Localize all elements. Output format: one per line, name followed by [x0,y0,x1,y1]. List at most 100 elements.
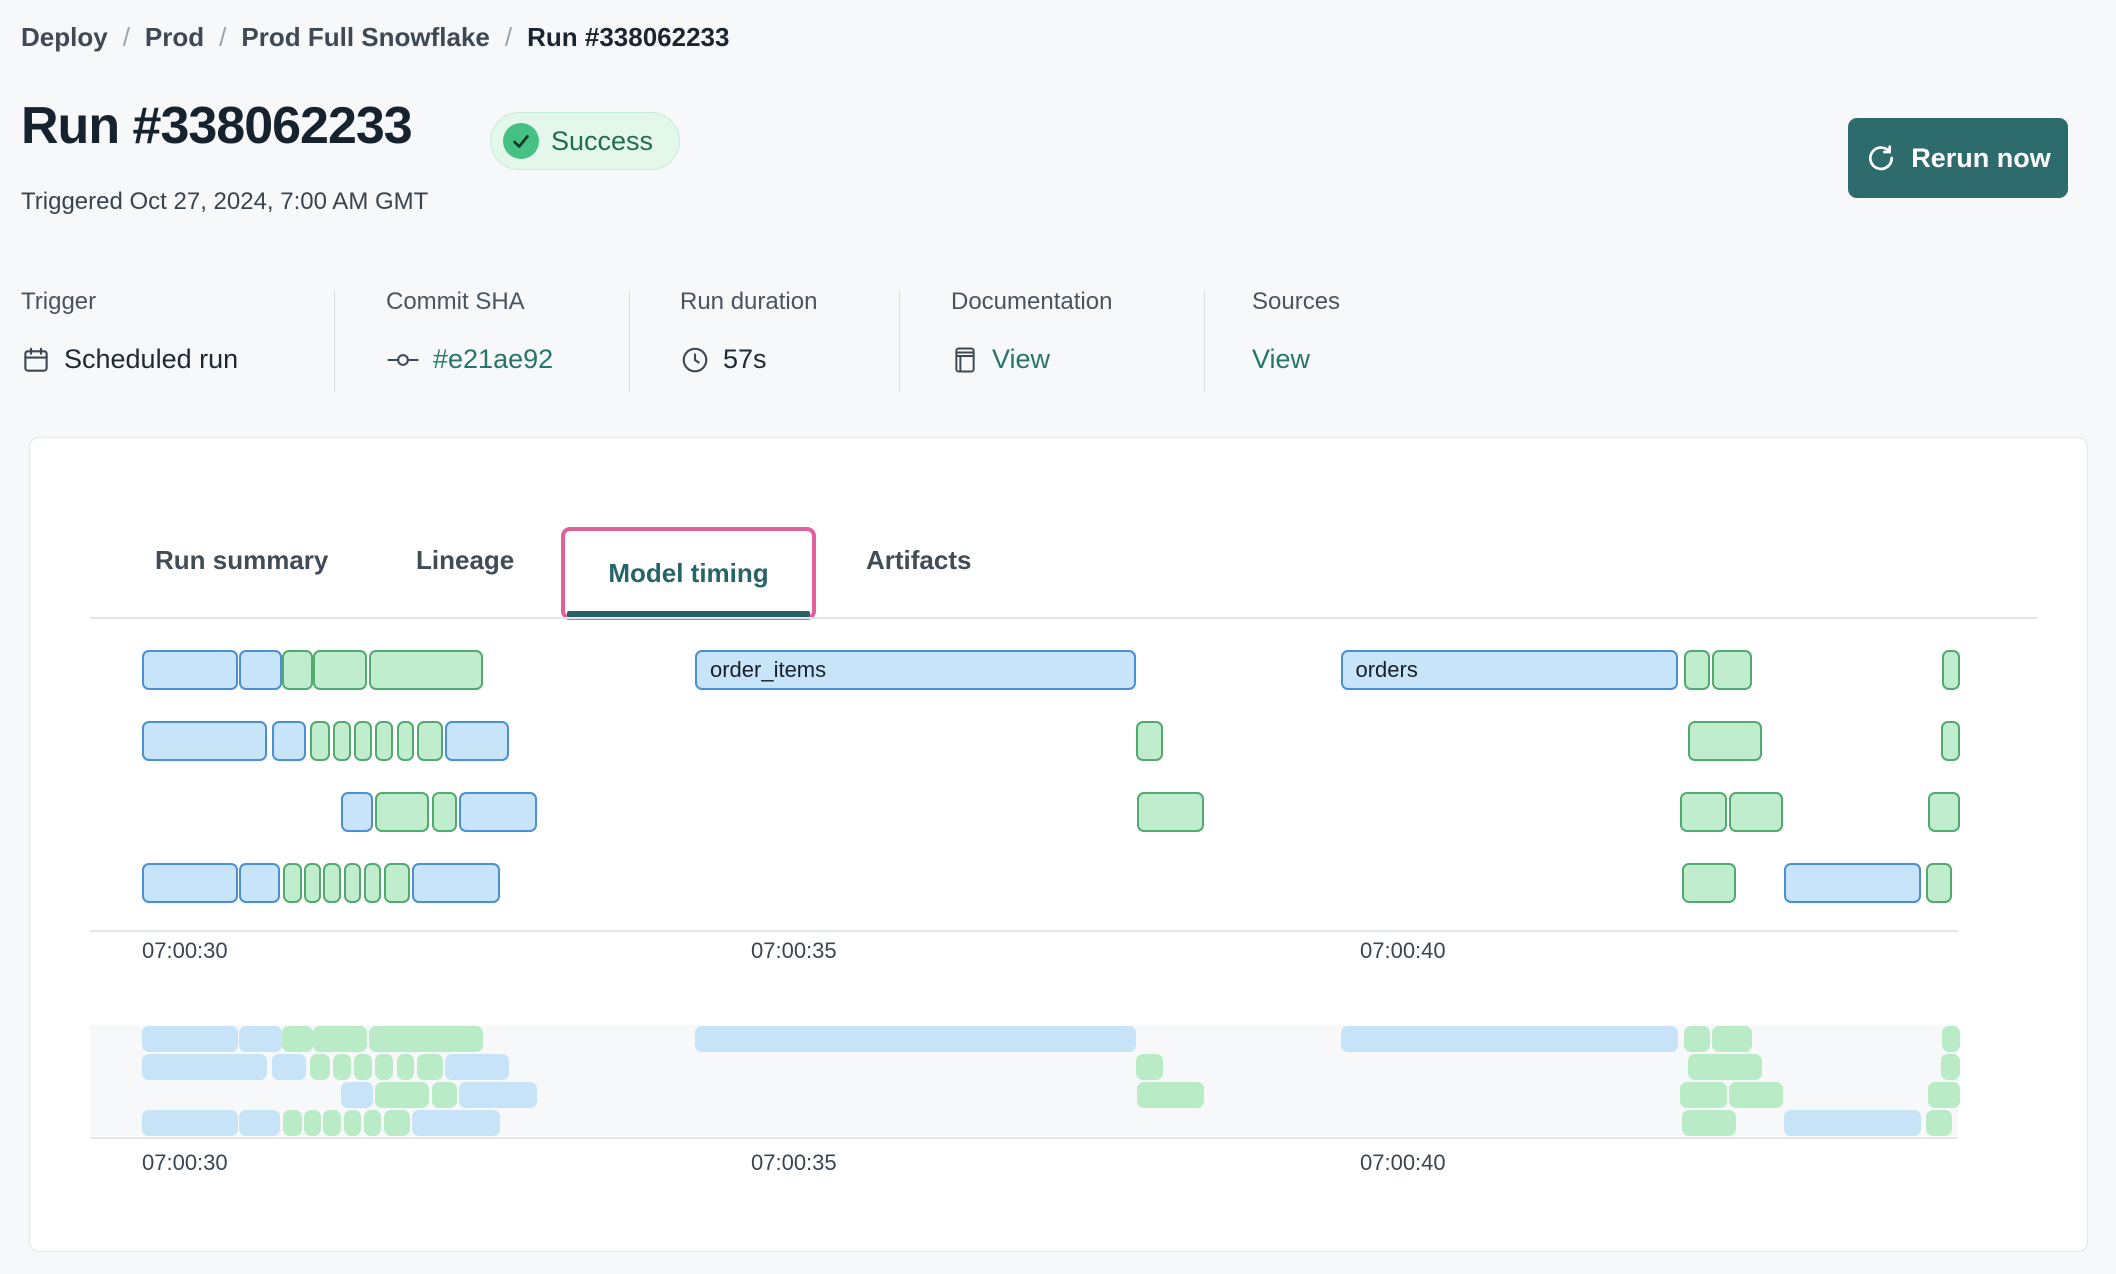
gantt-bar[interactable] [353,721,373,761]
rerun-now-label: Rerun now [1911,142,2051,173]
gantt-bar-orders[interactable]: orders [1340,650,1678,690]
meta-label: Run duration [680,288,818,315]
gantt-bar[interactable] [142,650,239,690]
gantt-bar-label: order_items [709,657,827,682]
gantt-bar[interactable] [310,721,330,761]
gantt-bar[interactable] [1687,721,1762,761]
tab-model-timing[interactable]: Model timing [561,527,816,620]
meta-value: 57s [680,344,817,375]
minimap-bar [412,1110,501,1136]
docs-icon [951,345,979,375]
gantt-bar[interactable] [344,863,362,903]
meta-value-text[interactable]: #e21ae92 [433,344,554,374]
gantt-bar[interactable] [1712,650,1753,690]
gantt-bar[interactable] [417,721,443,761]
minimap-bar [1729,1082,1783,1108]
gantt-bar[interactable] [1926,863,1952,903]
gantt-bar[interactable] [368,650,484,690]
minimap-bar [1683,1026,1710,1052]
minimap-bar [694,1026,1136,1052]
status-badge: Success [490,112,681,170]
minimap-bar [142,1026,239,1052]
meta-value-text[interactable]: View [1252,344,1311,374]
minimap-bar [1926,1110,1952,1136]
rerun-now-button[interactable]: Rerun now [1848,118,2068,198]
meta-value[interactable]: View [1252,344,1340,375]
gantt-bar[interactable] [239,863,280,903]
timeline-minimap[interactable] [90,1025,1961,1136]
gantt-bar[interactable] [384,863,410,903]
gantt-bar[interactable] [142,863,239,903]
minimap-bar [445,1054,509,1080]
minimap-bar [340,1082,374,1108]
tab-run-summary[interactable]: Run summary [155,545,329,575]
gantt-bar[interactable] [1680,792,1727,832]
gantt-bar[interactable] [374,792,430,832]
meta-divider [629,290,630,392]
gantt-bar[interactable] [1927,792,1961,832]
gantt-bar[interactable] [323,863,341,903]
breadcrumb-item-0[interactable]: Deploy [21,22,108,52]
minimap-bar [282,1026,313,1052]
minimap-bar [1783,1110,1922,1136]
meta-label: Commit SHA [386,288,525,315]
gantt-bar[interactable] [363,863,381,903]
minimap-bar [1712,1026,1753,1052]
axis-line [90,930,1958,932]
gantt-bar[interactable] [333,721,352,761]
gantt-bar[interactable] [374,721,393,761]
gantt-bar[interactable] [396,721,414,761]
gantt-bar[interactable] [445,721,509,761]
commit-icon [386,345,420,375]
breadcrumb-item-3[interactable]: Run #338062233 [527,22,730,52]
tab-artifacts[interactable]: Artifacts [866,545,972,575]
minimap-bar [374,1054,393,1080]
meta-value[interactable]: View [951,344,1112,375]
tab-separator [90,617,2037,619]
gantt-bar[interactable] [431,792,458,832]
active-tab-underline [567,611,810,617]
tab-lineage[interactable]: Lineage [416,545,515,575]
breadcrumb-item-2[interactable]: Prod Full Snowflake [241,22,490,52]
breadcrumb-separator: / [219,22,227,52]
gantt-bar[interactable] [1135,721,1163,761]
gantt-bar[interactable] [1940,721,1961,761]
axis-tick-label: 07:00:30 [142,1150,228,1175]
success-check-icon [503,123,539,159]
meta-value-text: Scheduled run [64,344,239,374]
breadcrumb-separator: / [504,22,513,52]
gantt-bar[interactable] [340,792,374,832]
meta-value[interactable]: #e21ae92 [386,344,553,375]
gantt-bar[interactable] [1683,650,1710,690]
gantt-bar[interactable] [458,792,537,832]
clock-icon [680,345,710,375]
meta-divider [899,290,900,392]
gantt-bar-order_items[interactable]: order_items [694,650,1136,690]
minimap-bar [1135,1054,1163,1080]
gantt-bar[interactable] [283,863,302,903]
breadcrumb-item-1[interactable]: Prod [144,22,205,52]
breadcrumb-separator: / [122,22,130,52]
gantt-bar[interactable] [303,863,322,903]
meta-value-text[interactable]: View [992,344,1051,374]
gantt-bar[interactable] [239,650,283,690]
gantt-bar[interactable] [412,863,501,903]
tab-label: Model timing [608,558,769,588]
gantt-bar[interactable] [142,721,268,761]
gantt-bar[interactable] [312,650,368,690]
minimap-bar [312,1026,368,1052]
meta-value-text: 57s [723,344,767,374]
gantt-bar[interactable] [1681,863,1737,903]
status-badge-label: Success [551,125,654,156]
minimap-bar [142,1054,268,1080]
gantt-bar-label: orders [1355,657,1418,682]
gantt-bar[interactable] [272,721,307,761]
gantt-bar[interactable] [1783,863,1922,903]
gantt-bar[interactable] [1729,792,1783,832]
axis-tick-label: 07:00:35 [751,938,837,963]
minimap-bar [333,1054,352,1080]
axis-tick-label: 07:00:30 [142,938,228,963]
gantt-bar[interactable] [1942,650,1961,690]
gantt-bar[interactable] [282,650,313,690]
gantt-bar[interactable] [1137,792,1205,832]
